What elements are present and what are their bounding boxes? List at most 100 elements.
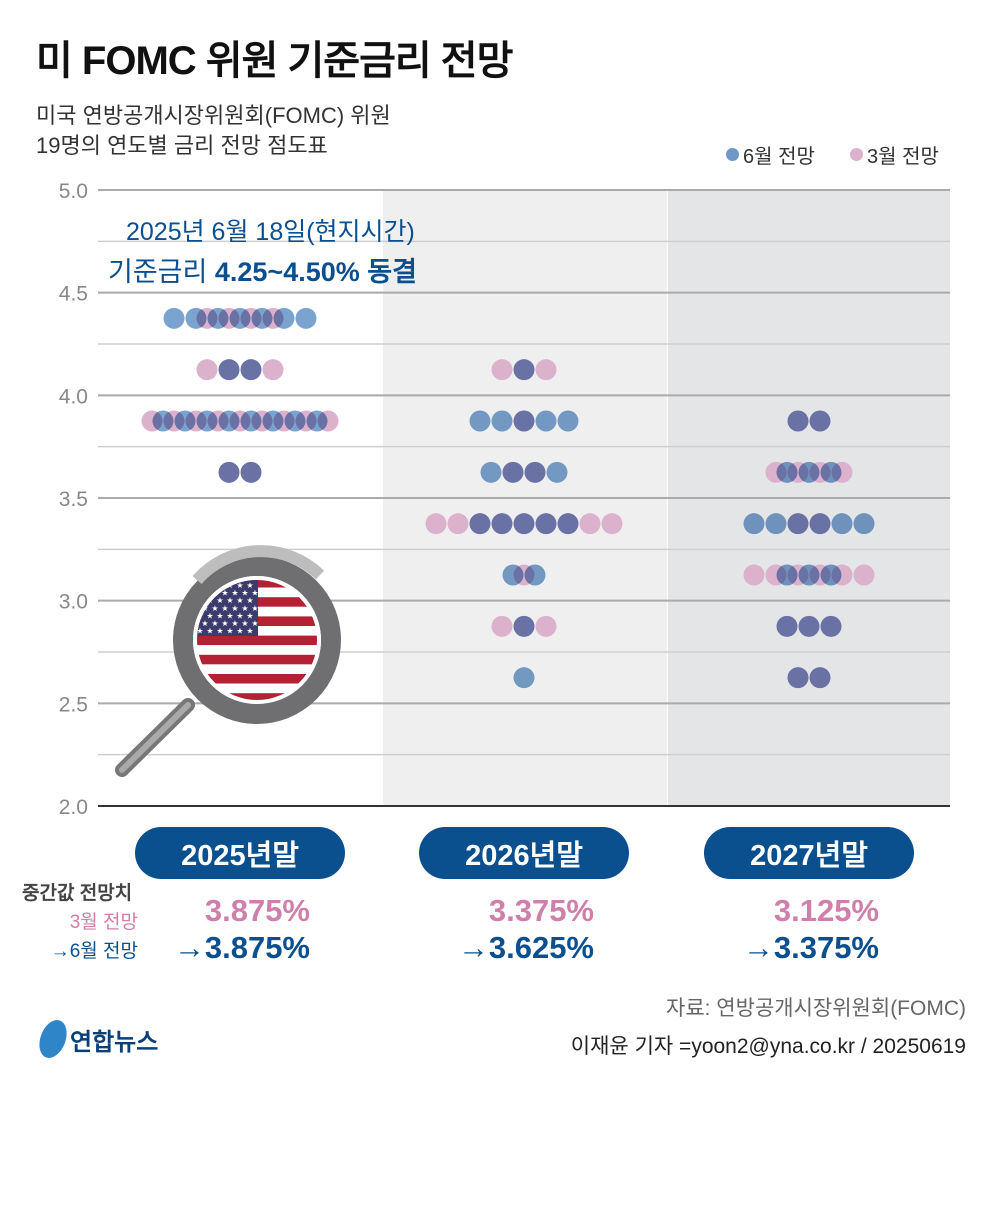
legend-label: 3월 전망 — [867, 146, 939, 168]
june-dot — [306, 410, 328, 432]
year-pill-2025: 2025년말 — [135, 827, 345, 879]
median-march-2026: 3.375% — [488, 893, 594, 928]
june-dot — [240, 359, 262, 381]
june-dot — [524, 461, 546, 483]
median-june-2027: →3.375% — [742, 930, 879, 965]
flag-stripe — [197, 654, 317, 665]
june-dot — [513, 410, 535, 432]
june-dot — [787, 513, 809, 535]
year-pill-2026: 2026년말 — [419, 827, 629, 879]
flag-star: ★ — [226, 596, 233, 605]
flag-star: ★ — [211, 604, 218, 613]
flag-star: ★ — [216, 611, 223, 620]
flag-star: ★ — [241, 619, 248, 628]
june-dot — [798, 615, 820, 637]
june-dot — [491, 513, 513, 535]
june-dot — [174, 410, 196, 432]
flag-star: ★ — [196, 627, 203, 636]
march-dot — [743, 564, 765, 586]
june-dot — [787, 410, 809, 432]
flag-star: ★ — [231, 604, 238, 613]
flag-star: ★ — [216, 627, 223, 636]
flag-star: ★ — [241, 589, 248, 598]
june-dot — [196, 410, 218, 432]
source-text: 자료: 연방공개시장위원회(FOMC) — [666, 997, 966, 1020]
flag-stripe — [197, 635, 317, 646]
legend-label: 6월 전망 — [743, 146, 815, 168]
flag-stripe — [197, 674, 317, 684]
june-dot — [524, 564, 546, 586]
june-dot — [491, 410, 513, 432]
june-dot — [820, 615, 842, 637]
flag-star: ★ — [206, 627, 213, 636]
median-june-label: →6월 전망 — [50, 941, 138, 962]
legend-june: 6월 전망 — [726, 140, 815, 169]
flag-star: ★ — [236, 627, 243, 636]
june-dot — [513, 615, 535, 637]
flag-star: ★ — [206, 611, 213, 620]
flag-star: ★ — [241, 604, 248, 613]
flag-stripe — [197, 645, 317, 655]
june-dot — [218, 410, 240, 432]
june-dot — [798, 564, 820, 586]
legend-march: 3월 전망 — [850, 140, 939, 169]
march-dot — [535, 615, 557, 637]
june-dot — [502, 564, 524, 586]
flag-star: ★ — [251, 604, 258, 613]
june-dot — [218, 461, 240, 483]
page-title: 미 FOMC 위원 기준금리 전망 — [36, 39, 513, 83]
flag-star: ★ — [251, 619, 258, 628]
y-tick-label: 5.0 — [59, 180, 88, 203]
y-tick-label: 4.0 — [59, 385, 88, 408]
june-dot — [820, 461, 842, 483]
june-dot — [809, 667, 831, 689]
june-dot — [284, 410, 306, 432]
flag-stripe — [197, 664, 317, 674]
june-dot — [152, 410, 174, 432]
june-dot — [787, 667, 809, 689]
flag-star: ★ — [201, 619, 208, 628]
june-dot — [798, 461, 820, 483]
logo-text: 연합뉴스 — [70, 1028, 159, 1056]
annotation-bold: 4.25~4.50% 동결 — [214, 257, 417, 287]
median-march-2027: 3.125% — [773, 893, 879, 928]
flag-star: ★ — [226, 611, 233, 620]
dot-plot: ★★★★★★★★★★★★★★★★★★★★★★★★★★★★★★★★★★★★★★★★… — [59, 180, 950, 819]
year-pill-2027: 2027년말 — [704, 827, 914, 879]
flag-stripe — [197, 683, 317, 694]
march-dot — [262, 359, 284, 381]
june-dot — [809, 410, 831, 432]
flag-star: ★ — [221, 619, 228, 628]
flag-star: ★ — [246, 611, 253, 620]
june-dot — [218, 359, 240, 381]
legend-dot-blue-icon — [726, 148, 739, 161]
y-tick-label: 2.5 — [59, 693, 88, 716]
june-dot — [207, 307, 229, 329]
flag-star: ★ — [236, 611, 243, 620]
flag-star: ★ — [221, 589, 228, 598]
march-dot — [491, 359, 513, 381]
march-dot — [579, 513, 601, 535]
june-dot — [546, 461, 568, 483]
y-tick-label: 3.0 — [59, 591, 88, 614]
june-dot — [273, 307, 295, 329]
flag-stripe — [197, 693, 317, 700]
june-dot — [776, 461, 798, 483]
y-tick-label: 4.5 — [59, 283, 88, 306]
march-dot — [491, 615, 513, 637]
june-dot — [535, 410, 557, 432]
flag-star: ★ — [246, 627, 253, 636]
march-dot — [447, 513, 469, 535]
june-dot — [469, 410, 491, 432]
june-dot — [229, 307, 251, 329]
median-march-2025: 3.875% — [204, 893, 310, 928]
march-dot — [535, 359, 557, 381]
june-dot — [251, 307, 273, 329]
flag-star: ★ — [211, 619, 218, 628]
flag-star: ★ — [236, 581, 243, 590]
median-label: 중간값 전망치 — [22, 883, 133, 904]
march-dot — [196, 359, 218, 381]
yonhap-logo-icon — [35, 1020, 71, 1058]
annotation-prefix: 기준금리 — [108, 257, 215, 287]
